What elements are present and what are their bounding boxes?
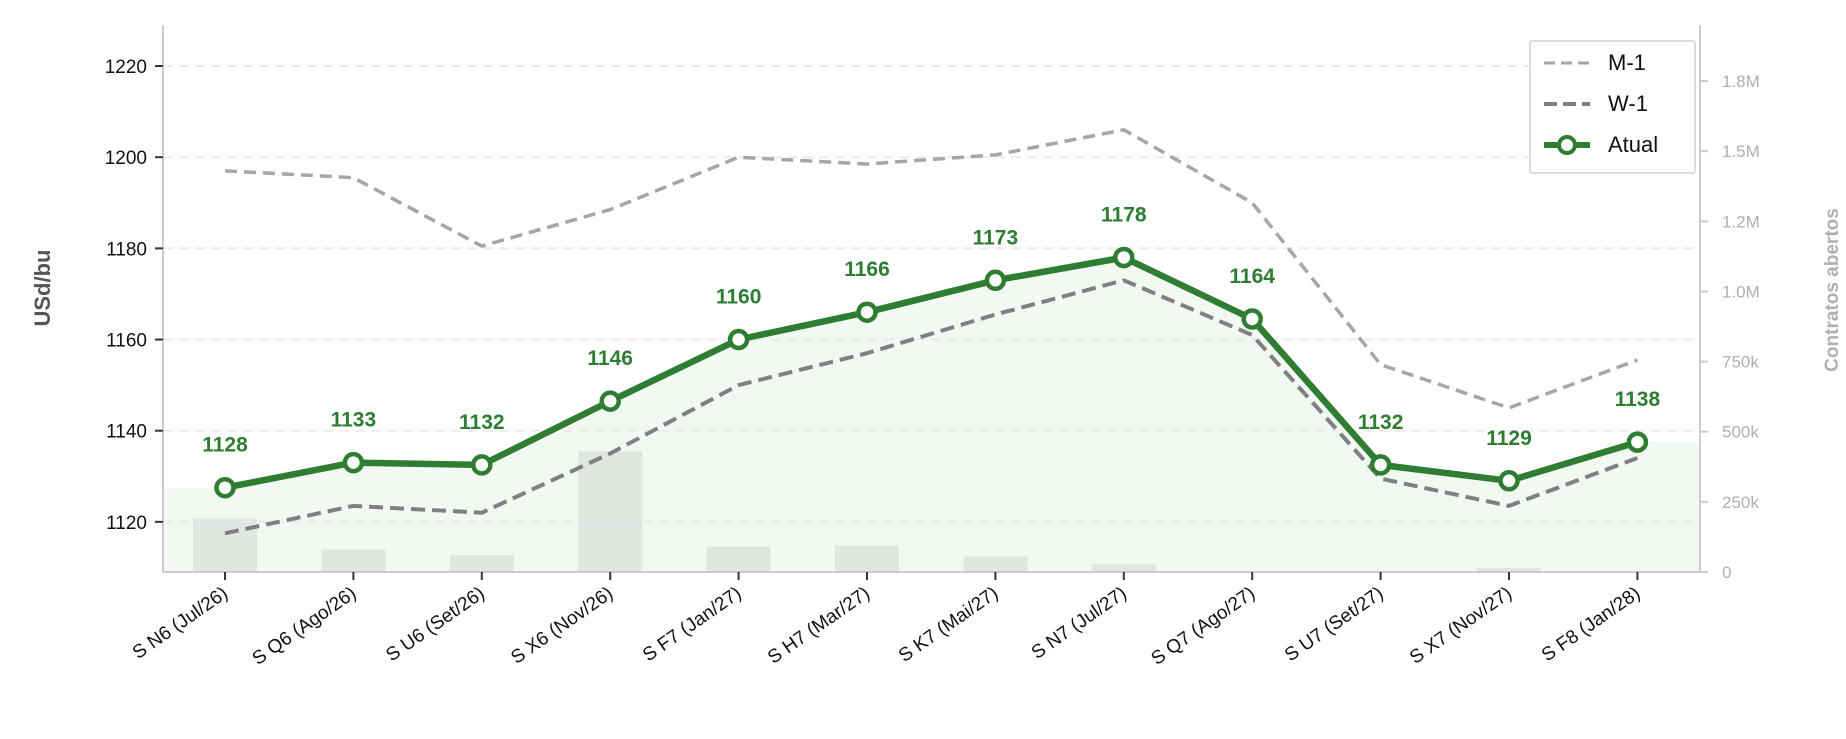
- y-tick-label: 1160: [106, 331, 147, 352]
- legend: M-1 W-1 Atual: [1529, 40, 1696, 174]
- atual-point-marker: [599, 390, 621, 412]
- open-interest-bar: [1477, 567, 1541, 572]
- y2-axis-title: Contratos abertos: [1822, 208, 1843, 372]
- y-tick-label: 1120: [106, 513, 147, 534]
- series-line-m1: [224, 127, 1639, 410]
- area-fill-atual: [163, 257, 1700, 572]
- open-interest-bar: [963, 556, 1028, 572]
- y2-tick-label: 0: [1722, 563, 1731, 582]
- grid-lines: [163, 65, 1700, 523]
- atual-point-marker: [984, 269, 1007, 292]
- y-axis-title: USd/bu: [30, 250, 55, 327]
- atual-point-marker: [214, 476, 236, 499]
- data-label: 1173: [973, 226, 1019, 249]
- x-tick-label: S Q7 (Ago/27): [1148, 583, 1260, 670]
- x-tick-label: S N6 (Jul/26): [129, 583, 232, 664]
- data-label: 1128: [202, 434, 248, 457]
- area-layer: [163, 257, 1700, 572]
- atual-point-marker: [1113, 246, 1135, 269]
- x-tick-label: S U6 (Set/26): [382, 583, 488, 666]
- atual-point-marker: [1626, 431, 1649, 453]
- open-interest-bars: [193, 451, 1670, 572]
- y2-tick-label: 250k: [1722, 493, 1759, 512]
- data-label: 1178: [1101, 204, 1147, 227]
- y-tick-label: 1220: [105, 57, 147, 78]
- y2-tick-label: 1.8M: [1722, 72, 1760, 91]
- legend-marker-atual: [1557, 135, 1577, 155]
- data-label: 1164: [1229, 265, 1275, 288]
- legend-label-m1: M-1: [1608, 50, 1646, 75]
- x-tick-label: S F7 (Jan/27): [639, 583, 745, 666]
- data-label: 1166: [844, 258, 890, 281]
- series-line-atual: [224, 254, 1639, 491]
- y2-tick-label: 750k: [1722, 353, 1759, 372]
- atual-point-marker: [471, 454, 493, 476]
- open-interest-bar: [321, 549, 386, 572]
- x-tick-label: S Q6 (Ago/26): [249, 583, 361, 670]
- atual-point-marker: [1369, 454, 1392, 476]
- data-label: 1133: [331, 409, 377, 432]
- legend-label-atual: Atual: [1608, 132, 1658, 157]
- data-label: 1160: [716, 286, 762, 309]
- open-interest-bar: [835, 545, 899, 572]
- y2-tick-label: 500k: [1722, 423, 1759, 442]
- open-interest-bar: [1091, 564, 1156, 572]
- x-tick-label: S N7 (Jul/27): [1028, 583, 1131, 664]
- x-tick-label: S K7 (Mai/27): [895, 583, 1002, 667]
- data-label: 1132: [1358, 411, 1404, 434]
- atual-point-marker: [1498, 470, 1520, 492]
- series-lines: [214, 127, 1649, 536]
- x-tick-label: S F8 (Jan/28): [1538, 583, 1644, 666]
- y-tick-label: 1180: [106, 239, 147, 260]
- x-tick-label: S X6 (Nov/26): [507, 583, 617, 669]
- data-label: 1132: [459, 411, 505, 434]
- y-tick-label: 1140: [106, 422, 147, 443]
- open-interest-bar: [706, 546, 771, 572]
- x-tick-label: S U7 (Set/27): [1281, 583, 1387, 666]
- data-labels: 1128 1133 1132 1146 1160 1166 1173 1178 1164 1132…: [202, 204, 1660, 457]
- x-tick-label: S H7 (Mar/27): [764, 583, 874, 669]
- atual-point-marker: [727, 328, 750, 351]
- data-label: 1146: [587, 347, 633, 370]
- data-label: 1129: [1486, 427, 1532, 450]
- open-interest-bar: [449, 555, 514, 572]
- atual-point-marker: [856, 301, 878, 323]
- series-line-w1: [224, 278, 1639, 536]
- data-label: 1138: [1615, 388, 1661, 411]
- y2-tick-label: 1.0M: [1722, 282, 1760, 301]
- atual-point-marker: [342, 451, 365, 474]
- x-tick-label: S X7 (Nov/27): [1406, 583, 1516, 669]
- y2-tick-label: 1.5M: [1722, 142, 1760, 161]
- open-interest-bar: [578, 451, 643, 572]
- atual-point-marker: [1241, 308, 1263, 330]
- y-tick-label: 1200: [105, 148, 147, 169]
- legend-label-w1: W-1: [1608, 91, 1648, 116]
- y2-tick-label: 1.2M: [1722, 212, 1760, 231]
